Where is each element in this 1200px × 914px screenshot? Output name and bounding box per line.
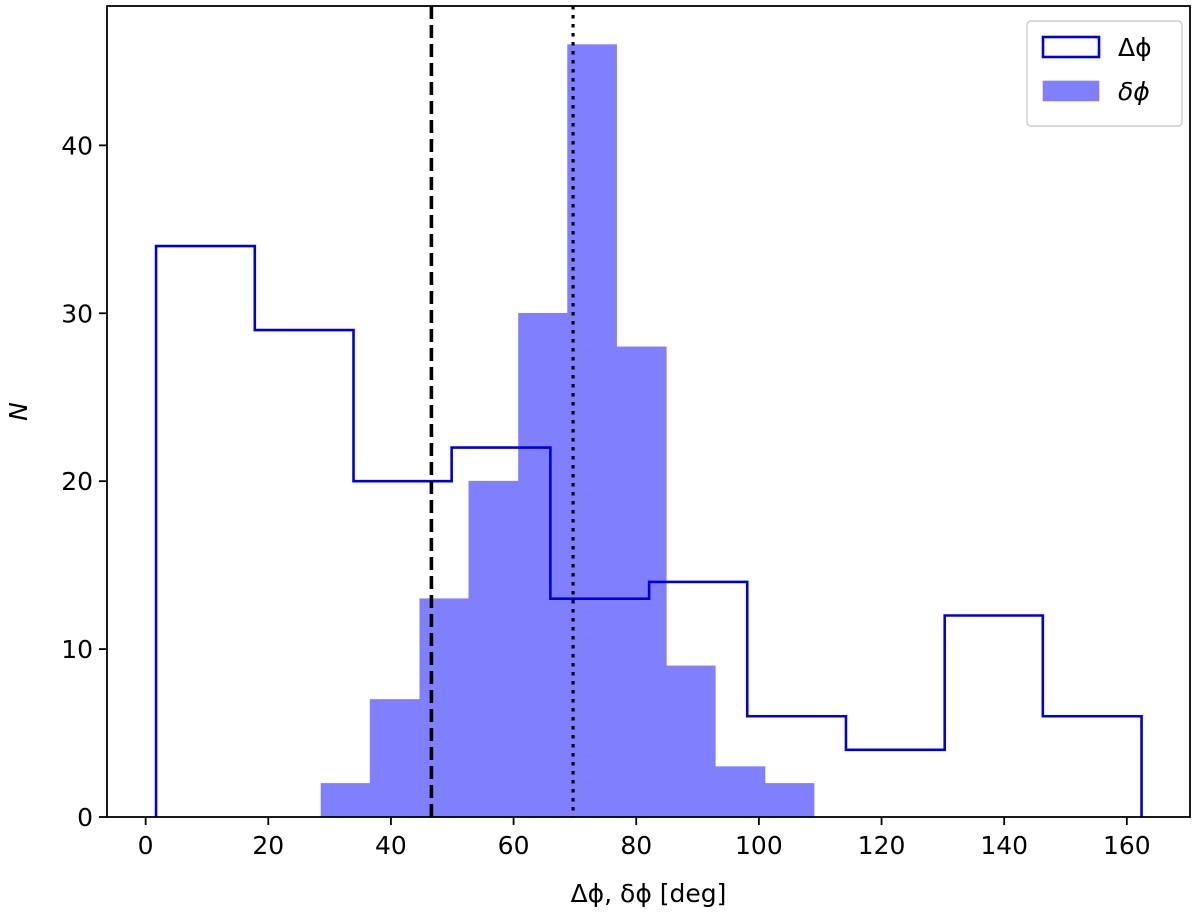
x-tick-label: 60 (498, 831, 530, 860)
delta-phi-small-bar (764, 783, 815, 818)
legend-label: δϕ (1118, 77, 1150, 106)
legend-patch-step (1041, 35, 1101, 59)
legend: Δϕ δϕ (1026, 20, 1183, 127)
delta-phi-small-bar (419, 598, 470, 818)
y-tick-label: 0 (77, 803, 93, 832)
delta-phi-small-bar (369, 699, 421, 818)
x-tick-label: 120 (858, 831, 906, 860)
x-tick-label: 40 (375, 831, 407, 860)
plot-area (154, 6, 1143, 818)
x-tick-label: 140 (980, 831, 1028, 860)
y-axis-label: N (4, 402, 33, 421)
x-tick-label: 20 (252, 831, 284, 860)
axes: 0 20 40 60 80 100 120 140 160 0 10 20 30 40 Δϕ, δϕ [de… (4, 5, 1191, 908)
y-tick-label: 30 (61, 299, 93, 328)
axes-frame (106, 5, 1191, 818)
x-axis-label: Δϕ, δϕ [deg] (571, 879, 727, 908)
delta-phi-small-bar (518, 312, 568, 818)
y-tick-label: 40 (61, 131, 93, 160)
delta-phi-step-line (154, 244, 1143, 817)
y-tick-label: 20 (61, 467, 93, 496)
x-tick-label: 100 (735, 831, 783, 860)
delta-phi-small-bar (468, 480, 519, 818)
delta-phi-small-bar (567, 44, 617, 818)
legend-label: Δϕ (1118, 33, 1152, 62)
x-tick-label: 80 (620, 831, 652, 860)
y-tick-label: 10 (61, 635, 93, 664)
x-tick-label: 160 (1103, 831, 1151, 860)
x-tick-label: 0 (138, 831, 154, 860)
delta-phi-small-bar (665, 665, 716, 818)
delta-phi-small-bar (715, 766, 766, 818)
delta-phi-small-bar (320, 783, 371, 818)
legend-patch-filled (1042, 80, 1100, 102)
